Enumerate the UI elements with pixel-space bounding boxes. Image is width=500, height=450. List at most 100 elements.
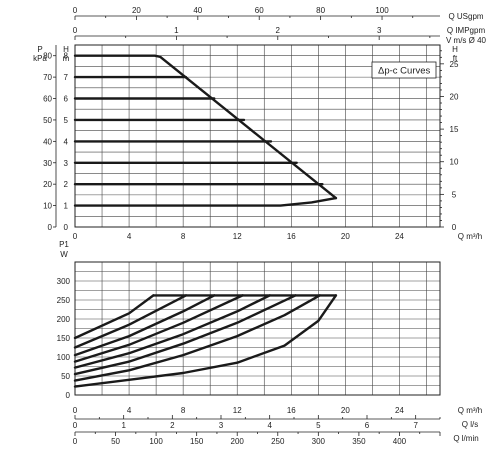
q-m3h-tick-label: 24: [395, 232, 404, 241]
velocity-axis-label: V m/s Ø 40: [446, 36, 487, 45]
curve-head-8m: [73, 54, 162, 58]
legend-box: [371, 61, 437, 79]
ls-axis-label: Q l/s: [462, 420, 478, 429]
q-m3h-axis-label: Q m³/h: [458, 406, 482, 415]
q-m3h-tick-label: 0: [73, 232, 78, 241]
impgpm-tick-label: 3: [377, 26, 382, 35]
q-m3h-tick-label: 4: [127, 406, 132, 415]
usgpm-axis-label: Q USgpm: [448, 12, 483, 21]
kpa-tick-label: 10: [43, 202, 52, 211]
lmin-tick-label: 50: [111, 437, 120, 446]
kpa-tick-label: 50: [43, 116, 52, 125]
q-m3h-tick-label: 8: [181, 406, 186, 415]
kpa-tick-label: 60: [43, 95, 52, 104]
lmin-axis-label: Q l/min: [453, 434, 478, 443]
kpa-tick-label: 70: [43, 73, 52, 82]
power-tick-label: 300: [57, 277, 71, 286]
ft-tick-label: 0: [452, 223, 457, 232]
head-m-axis-label: H: [63, 45, 69, 54]
kpa-tick-label: 0: [48, 223, 53, 232]
usgpm-tick-label: 20: [132, 6, 141, 15]
power-curve-head-6m: [73, 294, 216, 357]
power-curve-head-7m: [73, 294, 188, 349]
ft-axis-label: H: [452, 45, 458, 54]
ls-tick-label: 2: [170, 421, 175, 430]
head-m-tick-label: 1: [64, 202, 69, 211]
q-m3h-tick-label: 24: [395, 406, 404, 415]
head-m-tick-label: 7: [64, 73, 69, 82]
ft-tick-label: 5: [452, 190, 457, 199]
q-m3h-tick-label: 20: [341, 406, 350, 415]
power-curve-head-2m: [73, 294, 321, 382]
q-m3h-tick-label: 16: [287, 406, 296, 415]
q-m3h-tick-label: 12: [233, 232, 242, 241]
impgpm-axis-label: Q IMPgpm: [447, 26, 486, 35]
q-m3h-tick-label: 16: [287, 232, 296, 241]
head-m-tick-label: 6: [64, 95, 69, 104]
ls-tick-label: 5: [316, 421, 321, 430]
plot-frame: [74, 261, 441, 396]
usgpm-tick-label: 80: [316, 6, 325, 15]
curve-head-1m: [73, 196, 338, 207]
ft-tick-label: 15: [450, 125, 459, 134]
head-m-tick-label: 2: [64, 180, 69, 189]
lmin-tick-label: 100: [149, 437, 163, 446]
usgpm-tick-label: 0: [73, 6, 78, 15]
impgpm-tick-label: 2: [276, 26, 281, 35]
ls-tick-label: 0: [73, 421, 78, 430]
head-m-tick-label: 4: [64, 137, 69, 146]
legend: Δp-c Curves: [371, 61, 437, 79]
kpa-tick-label: 80: [43, 52, 52, 61]
kpa-axis-unit: kPa: [33, 54, 47, 63]
ft-tick-label: 20: [450, 92, 459, 101]
q-m3h-tick-label: 8: [181, 232, 186, 241]
power-tick-label: 150: [57, 334, 71, 343]
lmin-tick-label: 250: [271, 437, 285, 446]
usgpm-tick-label: 60: [255, 6, 264, 15]
lmin-tick-label: 150: [190, 437, 204, 446]
q-m3h-tick-label: 12: [233, 406, 242, 415]
ls-tick-label: 3: [219, 421, 224, 430]
head-m-axis-unit: m: [63, 54, 70, 63]
power-axis-label: P1: [59, 240, 69, 249]
q-m3h-tick-label: 0: [73, 406, 78, 415]
q-m3h-axis-label: Q m³/h: [458, 232, 482, 241]
impgpm-tick-label: 1: [174, 26, 179, 35]
ls-tick-label: 6: [365, 421, 370, 430]
power-curve-head-1m: [73, 294, 338, 388]
lmin-tick-label: 300: [312, 437, 326, 446]
lmin-tick-label: 200: [231, 437, 245, 446]
head-m-tick-label: 0: [64, 223, 69, 232]
kpa-tick-label: 30: [43, 159, 52, 168]
ft-tick-label: 25: [450, 60, 459, 69]
q-m3h-tick-label: 20: [341, 232, 350, 241]
usgpm-tick-label: 100: [375, 6, 389, 15]
q-m3h-tick-label: 4: [127, 232, 132, 241]
head-chart: 01020304050607080012345678PkPaHm05101520…: [33, 6, 486, 241]
power-curve-head-8m: [73, 294, 155, 340]
power-tick-label: 50: [61, 372, 70, 381]
legend-label: Δp-c Curves: [378, 66, 431, 77]
lmin-tick-label: 350: [352, 437, 366, 446]
head-m-tick-label: 8: [64, 52, 69, 61]
ls-tick-label: 7: [413, 421, 418, 430]
power-curve-head-5m: [73, 294, 244, 363]
power-tick-label: 100: [57, 353, 71, 362]
curve-max: [158, 55, 338, 200]
ft-tick-label: 10: [450, 158, 459, 167]
head-m-tick-label: 5: [64, 116, 69, 125]
head-m-tick-label: 3: [64, 159, 69, 168]
kpa-tick-label: 40: [43, 137, 52, 146]
power-curve-head-3m: [73, 294, 297, 376]
power-tick-label: 250: [57, 296, 71, 305]
power-tick-label: 0: [66, 391, 71, 400]
kpa-axis-label: P: [37, 45, 42, 54]
ls-tick-label: 4: [267, 421, 272, 430]
kpa-tick-label: 20: [43, 180, 52, 189]
ls-tick-label: 1: [121, 421, 126, 430]
usgpm-tick-label: 40: [193, 6, 202, 15]
power-tick-label: 200: [57, 315, 71, 324]
power-axis-unit: W: [60, 250, 68, 259]
